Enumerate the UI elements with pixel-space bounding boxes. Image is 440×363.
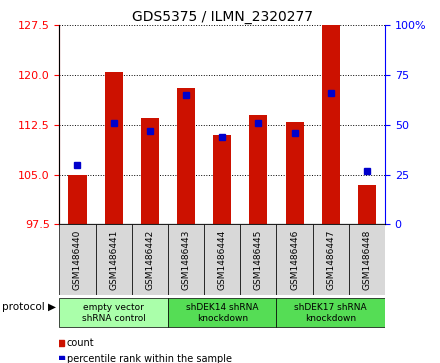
Text: GSM1486448: GSM1486448 [363,230,371,290]
Bar [177,89,195,224]
Bar [276,224,313,295]
Bar [168,298,276,327]
Bar [313,224,349,295]
Text: GSM1486440: GSM1486440 [73,230,82,290]
Bar [204,224,240,295]
Bar [249,115,268,224]
Text: GSM1486441: GSM1486441 [109,230,118,290]
Bar [286,122,304,224]
Text: GSM1486442: GSM1486442 [145,230,154,290]
Text: empty vector
shRNA control: empty vector shRNA control [82,303,146,323]
Bar [240,224,276,295]
Bar [95,224,132,295]
Bar [59,298,168,327]
Bar [69,175,87,224]
Bar [358,184,376,224]
Bar [276,298,385,327]
Bar [59,224,95,295]
Text: shDEK14 shRNA
knockdown: shDEK14 shRNA knockdown [186,303,258,323]
Bar [168,224,204,295]
Text: shDEK17 shRNA
knockdown: shDEK17 shRNA knockdown [294,303,367,323]
Bar [141,118,159,224]
Bar [213,135,231,224]
Text: protocol ▶: protocol ▶ [2,302,56,312]
Text: GSM1486445: GSM1486445 [254,230,263,290]
Text: GSM1486444: GSM1486444 [218,230,227,290]
Title: GDS5375 / ILMN_2320277: GDS5375 / ILMN_2320277 [132,11,313,24]
Text: count: count [66,338,94,348]
Text: percentile rank within the sample: percentile rank within the sample [66,354,231,363]
Bar [349,224,385,295]
Text: GSM1486446: GSM1486446 [290,230,299,290]
Bar [105,72,123,224]
Text: GSM1486443: GSM1486443 [182,230,191,290]
Bar [132,224,168,295]
Bar [322,25,340,224]
Text: GSM1486447: GSM1486447 [326,230,335,290]
